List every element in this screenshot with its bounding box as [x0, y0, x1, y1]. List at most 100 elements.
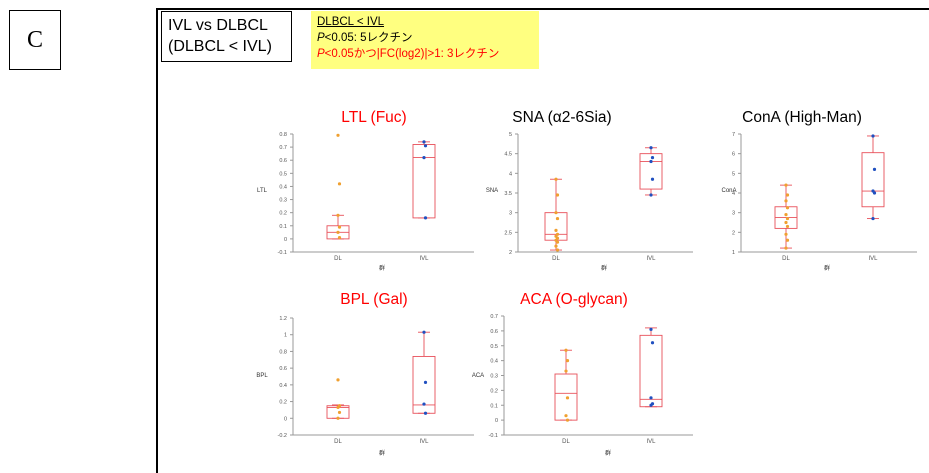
box-iqr [861, 152, 885, 208]
y-tick-label: 0.2 [279, 211, 287, 217]
data-point [555, 248, 560, 252]
note-line3-p: P [317, 48, 325, 60]
y-tick-label: 0 [284, 237, 287, 243]
data-point [784, 220, 788, 225]
y-tick-label: 0.8 [279, 132, 287, 138]
y-tick-label: 4 [509, 171, 512, 177]
y-axis-label: ACA [472, 373, 484, 379]
data-point [336, 133, 340, 137]
y-tick-label: 0.6 [490, 329, 498, 335]
y-tick-label: 0.4 [279, 383, 287, 389]
x-axis-label: 群 [601, 264, 607, 272]
y-tick-label: 0.7 [279, 145, 287, 151]
data-point [555, 216, 560, 221]
y-axis-label: BPL [256, 373, 268, 379]
data-point [872, 167, 877, 171]
data-point [554, 228, 558, 232]
data-point [649, 327, 653, 331]
y-tick-label: -0.2 [278, 433, 287, 439]
data-point [871, 134, 875, 138]
data-point [649, 146, 653, 150]
chart-title: SNA (α2-6Sia) [512, 109, 611, 126]
y-tick-label: 0.4 [279, 184, 287, 190]
box-iqr [639, 334, 663, 408]
x-axis-label: 群 [379, 449, 385, 457]
y-tick-label: 0 [495, 418, 498, 424]
data-point [337, 235, 342, 240]
x-tick-label: DL [334, 439, 342, 445]
data-point [784, 213, 788, 217]
y-tick-label: 0.7 [490, 314, 498, 320]
data-point [784, 183, 788, 187]
data-point [555, 240, 560, 244]
comparison-line1: IVL vs DLBCL [168, 17, 268, 34]
data-point [564, 348, 568, 352]
y-tick-label: 0.1 [279, 224, 287, 230]
x-tick-label: DL [552, 256, 560, 262]
data-point [785, 216, 790, 221]
x-tick-label: IVL [868, 256, 878, 262]
chart-2: ConA (High-Man) 1 2 3 4 5 6 7 ConA DL IVL 群 [721, 109, 917, 272]
data-point [336, 378, 340, 382]
chart-title: ACA (O-glycan) [520, 291, 628, 308]
data-point [423, 380, 428, 384]
box-iqr [554, 373, 578, 421]
x-tick-label: IVL [419, 256, 429, 262]
x-tick-label: DL [562, 439, 570, 445]
y-tick-label: 0.8 [279, 349, 287, 355]
chart-1: SNA (α2-6Sia) 2 2.5 3 3.5 4 4.5 5 SNA DL IVL 群 [486, 109, 693, 272]
data-point [785, 238, 790, 242]
data-point [337, 182, 342, 186]
data-point [336, 230, 340, 234]
data-point [649, 403, 653, 407]
chart-0: LTL (Fuc) -0.1 0 0.1 0.2 0.3 0.4 0.5 0.6 0.7 0.8 LT… [257, 109, 474, 272]
y-tick-label: 5 [509, 132, 512, 138]
data-point [785, 193, 790, 197]
y-axis-label: ConA [721, 188, 736, 194]
y-tick-label: 2 [509, 250, 512, 256]
note-line2: P<0.05: 5レクチン [317, 30, 533, 46]
y-tick-label: 5 [732, 171, 735, 177]
note-line1: DLBCL < IVL [317, 16, 385, 28]
data-point [555, 193, 560, 197]
summary-note: DLBCL < IVL P<0.05: 5レクチン P<0.05かつ|FC(lo… [311, 11, 539, 69]
data-point [785, 224, 790, 229]
y-tick-label: 3.5 [504, 191, 512, 197]
y-tick-label: 3 [732, 211, 735, 217]
x-tick-label: IVL [646, 256, 656, 262]
y-tick-label: 2 [732, 230, 735, 236]
data-point [565, 396, 570, 400]
y-tick-label: 0.5 [490, 344, 498, 350]
data-point [423, 144, 428, 148]
y-tick-label: 0.6 [279, 366, 287, 372]
data-point [565, 418, 570, 422]
y-tick-label: 1.2 [279, 316, 287, 322]
y-tick-label: 0.3 [279, 198, 287, 204]
y-tick-label: 1 [284, 333, 287, 339]
data-point [871, 216, 875, 221]
y-tick-label: 7 [732, 132, 735, 138]
data-point [554, 211, 558, 215]
data-point [554, 177, 558, 181]
x-tick-label: IVL [646, 439, 656, 445]
data-point [564, 369, 568, 373]
data-point [650, 177, 655, 181]
data-point [784, 246, 788, 250]
y-tick-label: 1 [732, 250, 735, 256]
data-point [564, 414, 568, 418]
box-iqr [412, 144, 436, 219]
y-tick-label: 0.1 [490, 403, 498, 409]
comparison-line2: (DLBCL < IVL) [168, 38, 272, 55]
y-tick-label: 0.2 [490, 388, 498, 394]
figure-frame [156, 8, 929, 473]
box-iqr [639, 153, 663, 190]
note-line2-rest: <0.05: 5レクチン [324, 32, 413, 44]
x-tick-label: DL [782, 256, 790, 262]
y-tick-label: 4 [732, 191, 735, 197]
note-line3-rest: <0.05かつ|FC(log2)|>1: 3レクチン [324, 48, 500, 60]
data-point [423, 411, 428, 415]
y-tick-label: 0.4 [490, 359, 498, 365]
data-point [784, 199, 788, 203]
chart-4: ACA (O-glycan) -0.1 0 0.1 0.2 0.3 0.4 0.5 0.6 0.7… [472, 291, 693, 457]
